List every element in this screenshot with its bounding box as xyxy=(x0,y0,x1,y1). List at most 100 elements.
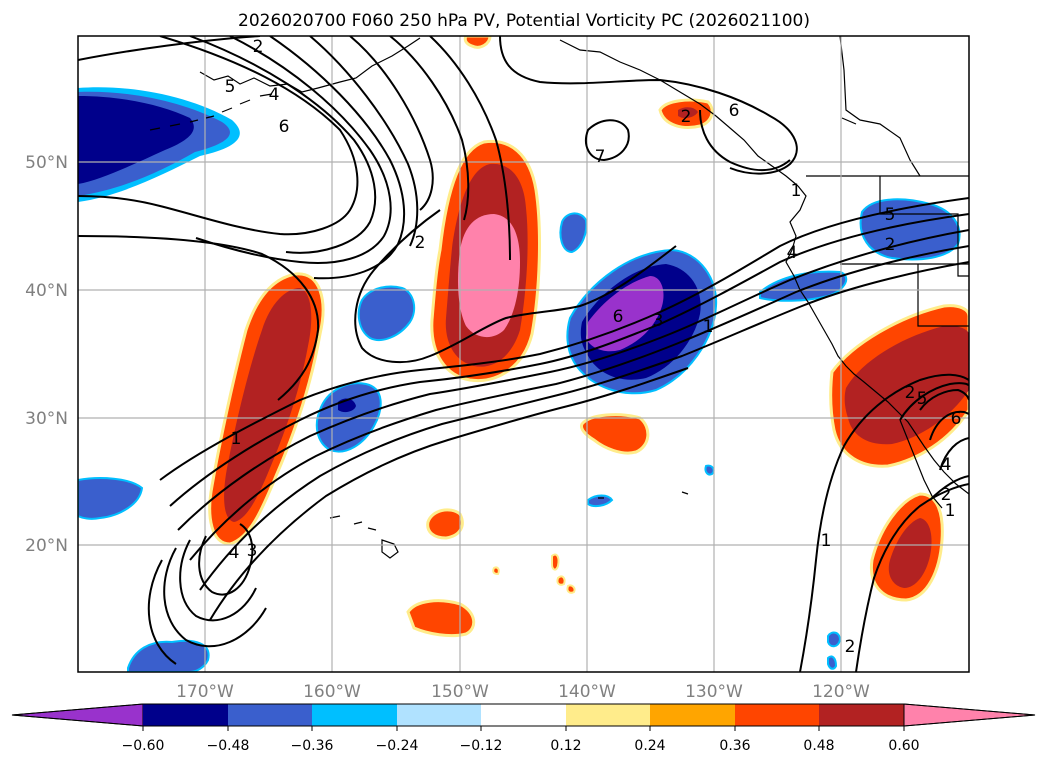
contour-sw-low-1 xyxy=(198,523,254,596)
pv-region-mid-blue-1 xyxy=(357,285,416,341)
colorbar-segment xyxy=(397,704,481,726)
bc-coast xyxy=(785,185,807,291)
contour-sw-low-3 xyxy=(163,547,267,648)
lon-label-170w: 170°W xyxy=(176,682,234,702)
colorbar-segment xyxy=(143,704,228,726)
lon-label-140w: 140°W xyxy=(558,682,616,702)
pv-region-tiny-orange xyxy=(492,566,500,576)
contour-jet-5 xyxy=(199,261,969,591)
pv-region-tiny-blue-4 xyxy=(827,655,838,670)
map-panel: 2 5 4 6 2 7 6 2 1 1 4 3 6 3 1 4 5 2 2 5 xyxy=(77,35,970,673)
map-title: 2026020700 F060 250 hPa PV, Potential Vo… xyxy=(238,11,810,31)
lon-label-130w: 130°W xyxy=(685,682,743,702)
lat-label-30n: 30°N xyxy=(25,409,68,429)
contour-jet-1 xyxy=(159,197,969,481)
colorbar-segment xyxy=(312,704,397,726)
pv-region-mid-orange-3 xyxy=(406,599,476,638)
contour-trough-2 xyxy=(189,36,377,254)
contour-east-2 xyxy=(855,483,969,672)
contour-sw-low-2 xyxy=(179,539,257,622)
colorbar-arrow-right xyxy=(903,703,1036,727)
lat-label-50n: 50°N xyxy=(25,153,68,173)
lon-label-120w: 120°W xyxy=(812,682,870,702)
colorbar-ticks xyxy=(142,726,905,731)
state-line-2 xyxy=(879,176,969,277)
colorbar-tick-label: 0.24 xyxy=(634,738,665,754)
longitude-labels: 170°W 160°W 150°W 140°W 130°W 120°W xyxy=(176,682,870,702)
pv-region-central-purple xyxy=(586,276,664,352)
contour-jet-3 xyxy=(177,229,969,531)
colorbar-segment xyxy=(650,704,735,726)
contour-ridge-1 xyxy=(349,36,434,211)
contour-label: 1 xyxy=(821,531,832,551)
colorbar-segment xyxy=(819,704,904,726)
hawaii-islands xyxy=(329,515,399,559)
colorbar: −0.60 −0.48 −0.36 −0.24 −0.12 0.12 0.24 … xyxy=(11,703,1036,754)
contour-label: 3 xyxy=(653,311,664,331)
contour-labels: 2 5 4 6 2 7 6 2 1 1 4 3 6 3 1 4 5 2 2 5 xyxy=(225,37,962,657)
colorbar-tick-label: 0.36 xyxy=(719,738,750,754)
lat-label-20n: 20°N xyxy=(25,536,68,556)
contour-label: 2 xyxy=(941,485,952,505)
colorbar-arrow-left xyxy=(11,703,144,727)
contour-label: 4 xyxy=(229,543,240,563)
alaska-panhandle xyxy=(559,39,799,187)
contour-label: 2 xyxy=(253,37,264,57)
contour-label: 5 xyxy=(917,389,928,409)
pv-region-top-orange xyxy=(463,36,492,49)
colorbar-tick-labels: −0.60 −0.48 −0.36 −0.24 −0.12 0.12 0.24 … xyxy=(122,738,920,754)
pv-region-nw-coast-red xyxy=(678,107,698,119)
us-west-coast xyxy=(799,289,969,495)
contour-7 xyxy=(585,119,630,162)
contour-label: 2 xyxy=(845,637,856,657)
colorbar-tick-label: 0.60 xyxy=(888,738,919,754)
contour-nw-1 xyxy=(78,235,320,401)
contour-6-ne-2 xyxy=(699,109,791,172)
canada-interior xyxy=(839,36,921,177)
contour-trough-5 xyxy=(309,36,419,247)
contour-east-6 xyxy=(939,437,969,471)
contour-2-center xyxy=(354,209,677,364)
pv-region-small-blue xyxy=(559,212,588,254)
coastlines xyxy=(149,36,969,559)
colorbar-segment xyxy=(566,704,650,726)
aleutian-chain xyxy=(149,93,273,131)
contour-trough-3 xyxy=(195,36,392,264)
pv-region-hawaii-orange xyxy=(551,553,560,571)
contour-jet-6 xyxy=(209,367,689,621)
colorbar-tick-label: −0.12 xyxy=(460,738,503,754)
pv-contours xyxy=(78,36,969,672)
colorbar-tick-label: −0.24 xyxy=(376,738,419,754)
contour-label: 1 xyxy=(703,317,714,337)
pv-region-center-pink xyxy=(458,214,520,338)
contour-6-ne xyxy=(499,36,798,175)
colorbar-tick-label: 0.48 xyxy=(803,738,834,754)
contour-label: 6 xyxy=(613,307,624,327)
pv-region-tiny-blue-3 xyxy=(827,631,842,648)
contour-label: 4 xyxy=(941,455,952,475)
pv-region-tiny-blue-2 xyxy=(704,464,715,476)
contour-label: 6 xyxy=(279,117,290,137)
contour-label: 4 xyxy=(269,85,280,105)
contour-label: 4 xyxy=(787,243,798,263)
contour-ridge-2 xyxy=(389,36,470,221)
contour-label: 6 xyxy=(951,409,962,429)
contour-ridge-3 xyxy=(429,36,511,261)
pv-region-w-red xyxy=(224,288,312,522)
pv-region-hawaii-orange-2 xyxy=(556,575,566,586)
contour-label: 1 xyxy=(231,429,242,449)
contour-jet-4 xyxy=(189,245,969,561)
contour-east-4 xyxy=(919,388,969,411)
contour-jet-2 xyxy=(169,213,969,507)
contour-label: 2 xyxy=(415,233,426,253)
contour-label: 5 xyxy=(225,77,236,97)
colorbar-tick-label: −0.60 xyxy=(122,738,165,754)
contour-sw-low-4 xyxy=(147,559,177,665)
pv-region-mid-orange-2 xyxy=(426,508,464,540)
contour-label: 2 xyxy=(885,235,896,255)
lat-label-40n: 40°N xyxy=(25,281,68,301)
contour-trough-4 xyxy=(269,36,406,280)
pv-region-hawaii-orange-3 xyxy=(566,584,576,594)
contour-label: 7 xyxy=(595,147,606,167)
latitude-labels: 50°N 40°N 30°N 20°N xyxy=(25,153,68,556)
